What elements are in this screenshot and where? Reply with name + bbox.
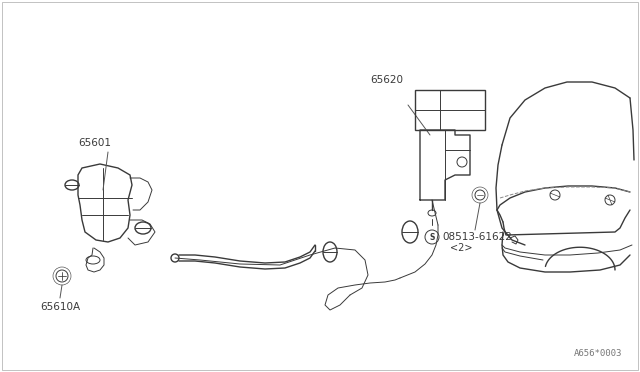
Bar <box>415 90 485 130</box>
Text: 65610A: 65610A <box>40 302 80 312</box>
Text: 65601: 65601 <box>79 138 111 148</box>
Text: A656*0003: A656*0003 <box>573 349 622 358</box>
Text: S: S <box>429 232 435 241</box>
Text: <2>: <2> <box>450 243 472 253</box>
Text: 65620: 65620 <box>370 75 403 85</box>
Text: 08513-61622: 08513-61622 <box>442 232 512 242</box>
